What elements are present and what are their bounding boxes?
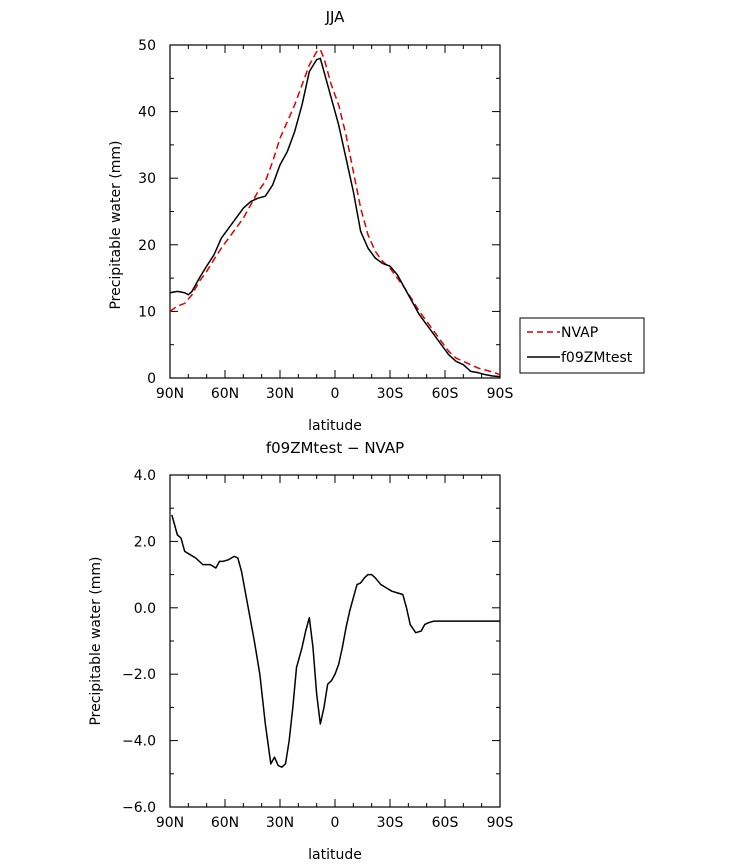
top-y-tick-label: 30	[138, 171, 156, 187]
top-series	[169, 48, 501, 378]
top-y-axis-label: Precipitable water (mm)	[108, 140, 124, 309]
top-x-tick-label: 30S	[377, 386, 404, 402]
top-ticks: 90N 60N 30N 0 30S 60S 90S 0 10 20 30 40 50	[138, 38, 513, 402]
top-x-tick-label: 0	[331, 386, 340, 402]
bottom-series	[171, 514, 500, 768]
bottom-panel: f09ZMtest − NVAP 90N 60N 30N 0 30S 60S 90S −6.0…	[88, 439, 513, 863]
bottom-series-line-difference	[171, 514, 500, 768]
top-y-tick-label: 40	[138, 105, 156, 121]
bottom-y-tick-label: 0.0	[134, 601, 156, 617]
top-series-line-f09zmtest	[169, 57, 501, 378]
bottom-plot-frame	[169, 474, 501, 808]
bottom-y-axis-label: Precipitable water (mm)	[88, 556, 104, 725]
top-x-tick-label: 90S	[487, 386, 514, 402]
bottom-x-tick-label: 90N	[156, 815, 184, 831]
top-series-line-nvap	[169, 48, 501, 376]
bottom-y-tick-label: 2.0	[134, 534, 156, 550]
bottom-y-tick-label: −6.0	[122, 800, 156, 816]
bottom-x-tick-label: 30N	[266, 815, 294, 831]
top-x-axis-label: latitude	[308, 418, 362, 434]
legend-box	[519, 317, 645, 374]
top-y-tick-label: 10	[138, 304, 156, 320]
bottom-y-tick-label: −4.0	[122, 734, 156, 750]
top-panel: JJA 90N 60N 30N 0 30S 60S 90S 0 10 20 30 40 50 latit…	[108, 8, 645, 434]
bottom-y-tick-label: 4.0	[134, 468, 156, 484]
top-chart-title: JJA	[325, 8, 346, 26]
bottom-chart-title: f09ZMtest − NVAP	[266, 439, 404, 457]
top-y-tick-label: 50	[138, 38, 156, 54]
bottom-x-tick-label: 60S	[432, 815, 459, 831]
legend: NVAP f09ZMtest	[519, 317, 645, 374]
legend-label-nvap: NVAP	[561, 325, 598, 341]
legend-label-f09zmtest: f09ZMtest	[561, 350, 633, 366]
top-x-tick-label: 60N	[211, 386, 239, 402]
top-y-tick-label: 20	[138, 238, 156, 254]
top-x-tick-label: 90N	[156, 386, 184, 402]
top-x-tick-label: 30N	[266, 386, 294, 402]
bottom-ticks: 90N 60N 30N 0 30S 60S 90S −6.0 −4.0 −2.0 0.0 2.0 4.0	[122, 468, 513, 831]
bottom-y-tick-label: −2.0	[122, 667, 156, 683]
bottom-x-axis-label: latitude	[308, 847, 362, 863]
bottom-x-tick-label: 30S	[377, 815, 404, 831]
top-y-tick-label: 0	[147, 371, 156, 387]
bottom-x-tick-label: 0	[331, 815, 340, 831]
top-x-tick-label: 60S	[432, 386, 459, 402]
bottom-x-tick-label: 60N	[211, 815, 239, 831]
bottom-x-tick-label: 90S	[487, 815, 514, 831]
